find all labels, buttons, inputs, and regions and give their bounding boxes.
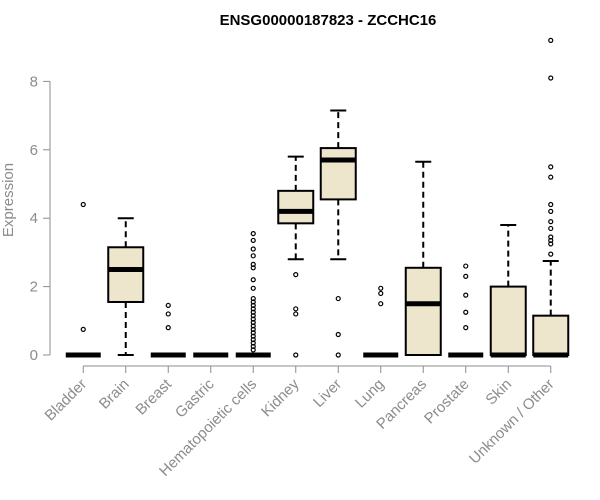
x-tick-label: Bladder <box>41 376 90 425</box>
y-tick-label: 0 <box>30 347 38 364</box>
outlier-point <box>165 311 171 317</box>
outlier-point <box>165 325 171 331</box>
x-tick-label: Breast <box>132 375 175 418</box>
outlier-point <box>250 237 256 244</box>
outlier-point <box>293 311 299 317</box>
box <box>107 246 145 303</box>
y-axis-label: Expression <box>0 163 17 237</box>
outlier-point <box>548 241 554 247</box>
outlier-point <box>548 251 554 257</box>
boxplot <box>448 263 484 358</box>
boxplot <box>404 160 442 357</box>
boxplot <box>363 285 399 358</box>
outlier-point <box>378 285 384 291</box>
outlier-point <box>250 347 256 353</box>
boxplot <box>319 109 357 358</box>
outlier-point <box>548 225 554 232</box>
outlier-point <box>463 273 469 279</box>
boxplot <box>235 230 271 358</box>
outlier-point <box>548 219 554 225</box>
x-tick-label: Skin <box>482 376 515 409</box>
outlier-point <box>548 164 554 170</box>
outlier-point <box>293 306 299 312</box>
outlier-point <box>250 246 256 252</box>
outlier-point <box>335 352 341 358</box>
outlier-point <box>463 325 469 331</box>
boxplot <box>107 217 145 356</box>
chart-title: ENSG00000187823 - ZCCHC16 <box>220 12 437 29</box>
outlier-point <box>548 174 554 180</box>
x-tick-label: Prostate <box>421 376 473 428</box>
outlier-point <box>463 292 469 298</box>
box <box>319 147 357 201</box>
outlier-point <box>250 277 256 283</box>
box <box>489 285 527 357</box>
box <box>404 266 442 357</box>
outlier-point <box>80 201 86 208</box>
outlier-point <box>463 263 469 269</box>
boxplot <box>150 302 186 358</box>
y-tick-label: 8 <box>30 73 38 90</box>
outlier-point <box>548 201 554 208</box>
outlier-point <box>293 352 299 358</box>
boxplot <box>65 201 101 358</box>
outlier-point <box>250 230 256 237</box>
outlier-point <box>378 290 384 297</box>
outlier-point <box>250 253 256 259</box>
boxplot <box>489 224 527 358</box>
x-tick-label: Lung <box>352 376 388 412</box>
outlier-point <box>548 37 554 43</box>
outlier-point <box>80 326 86 332</box>
x-tick-label: Kidney <box>258 375 303 420</box>
outlier-point <box>293 272 299 278</box>
outlier-point <box>335 295 341 302</box>
outlier-point <box>378 301 384 307</box>
x-tick-label: Liver <box>310 376 345 411</box>
outlier-point <box>463 309 469 315</box>
boxplot <box>532 37 570 358</box>
box <box>532 314 570 357</box>
outlier-point <box>548 208 554 214</box>
y-axis: 0 2 4 6 8 <box>30 73 51 364</box>
x-tick-label: Brain <box>96 376 133 413</box>
boxplot <box>277 155 315 358</box>
boxplots <box>65 37 570 358</box>
outlier-point <box>335 331 341 338</box>
outlier-point <box>250 265 256 271</box>
box <box>277 189 315 225</box>
outlier-point <box>165 302 171 309</box>
y-tick-label: 2 <box>30 279 38 296</box>
y-tick-label: 6 <box>30 142 38 159</box>
outlier-point <box>548 75 554 81</box>
outlier-point <box>250 285 256 291</box>
y-tick-label: 4 <box>30 210 38 227</box>
